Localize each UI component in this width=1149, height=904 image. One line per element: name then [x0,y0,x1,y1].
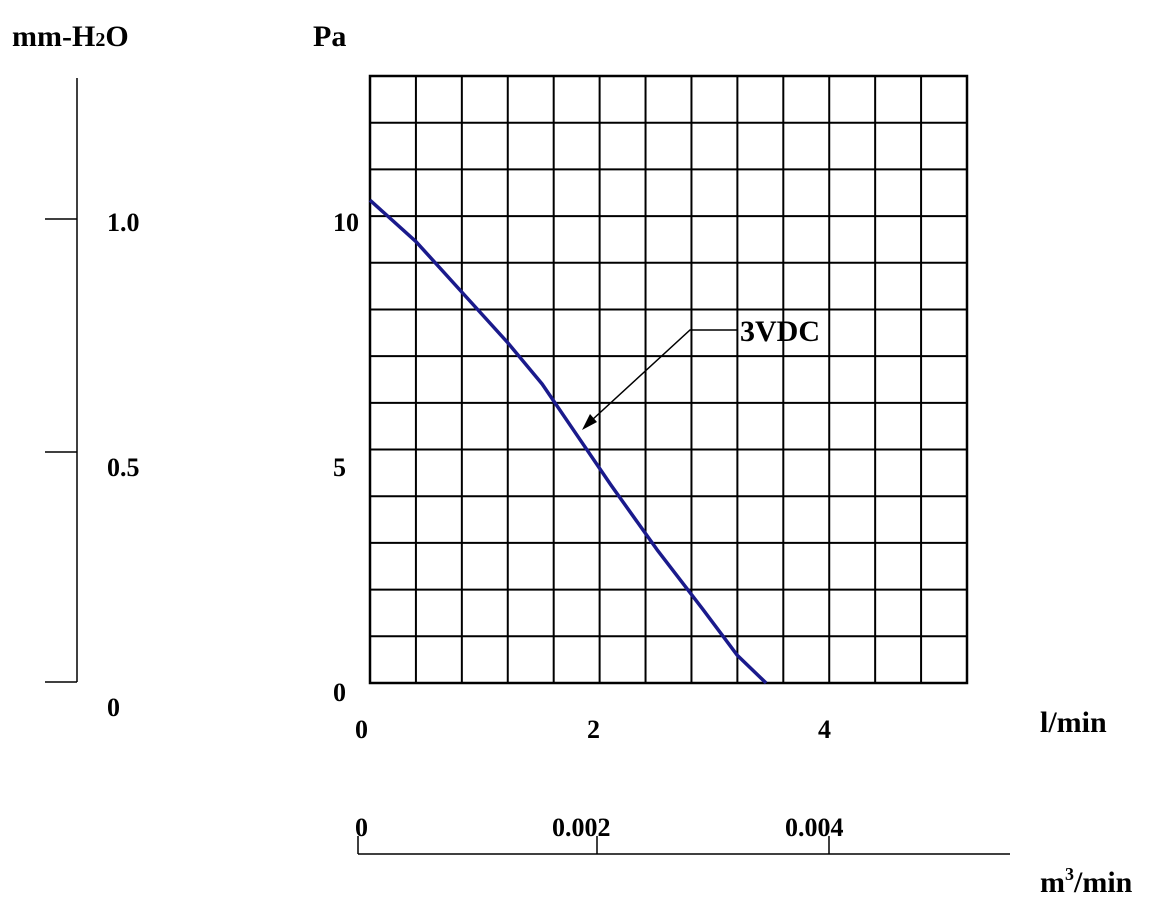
secondary-y-tick-1.0: 1.0 [107,208,140,237]
series-group [368,198,768,685]
y-axis-title: Pa [313,20,346,53]
secondary-x-tick-0: 0 [355,813,368,842]
y-tick-0: 0 [333,678,346,707]
series-line-3vdc [368,198,768,685]
annotation-arrowhead [582,414,597,430]
secondary-x-tick-0.004: 0.004 [785,813,844,842]
annotation-label: 3VDC [740,315,820,348]
secondary-y-tick-0: 0 [107,693,120,722]
secondary-y-tick-0.5: 0.5 [107,453,140,482]
plot-grid [370,76,967,683]
y-tick-10: 10 [333,208,359,237]
x-axis-title: l/min [1040,706,1107,739]
secondary-y-axis-title-subscript: 2 [95,29,105,51]
x-tick-2: 2 [587,715,600,744]
secondary-y-axis-title: mm-H2O [12,20,129,53]
secondary-x-axis [357,836,1010,855]
annotation-3vdc: 3VDC [582,315,820,430]
secondary-x-tick-0.002: 0.002 [552,813,611,842]
y-tick-5: 5 [333,453,346,482]
secondary-x-axis-title-superscript: 3 [1065,864,1074,884]
secondary-y-axis [45,78,78,683]
x-tick-4: 4 [818,715,831,744]
secondary-x-axis-title: m3/min [1040,864,1133,899]
plot-frame [368,74,969,685]
x-tick-0: 0 [355,715,368,744]
